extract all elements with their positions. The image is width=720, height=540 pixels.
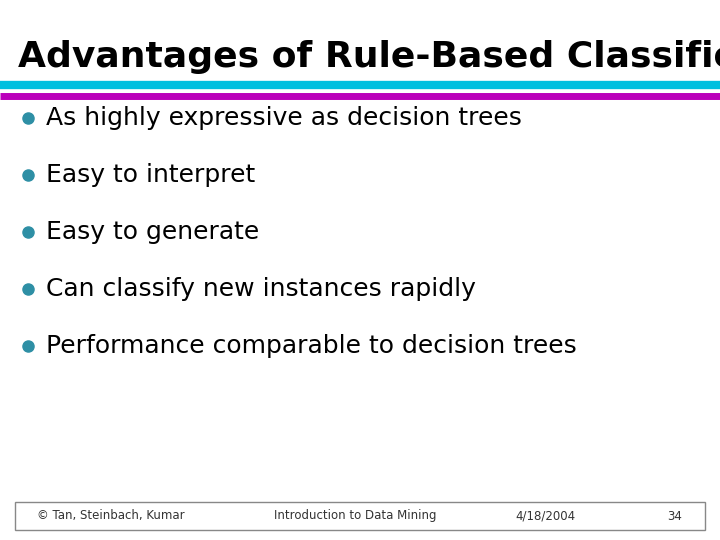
Text: Easy to generate: Easy to generate: [46, 220, 259, 244]
Text: Can classify new instances rapidly: Can classify new instances rapidly: [46, 277, 476, 301]
Text: Advantages of Rule-Based Classifiers: Advantages of Rule-Based Classifiers: [18, 40, 720, 74]
Text: Introduction to Data Mining: Introduction to Data Mining: [274, 510, 436, 523]
Text: Performance comparable to decision trees: Performance comparable to decision trees: [46, 334, 577, 358]
Text: As highly expressive as decision trees: As highly expressive as decision trees: [46, 106, 522, 130]
Text: © Tan, Steinbach, Kumar: © Tan, Steinbach, Kumar: [37, 510, 185, 523]
Text: 4/18/2004: 4/18/2004: [515, 510, 575, 523]
Text: 34: 34: [667, 510, 683, 523]
FancyBboxPatch shape: [15, 502, 705, 530]
Text: Easy to interpret: Easy to interpret: [46, 163, 256, 187]
